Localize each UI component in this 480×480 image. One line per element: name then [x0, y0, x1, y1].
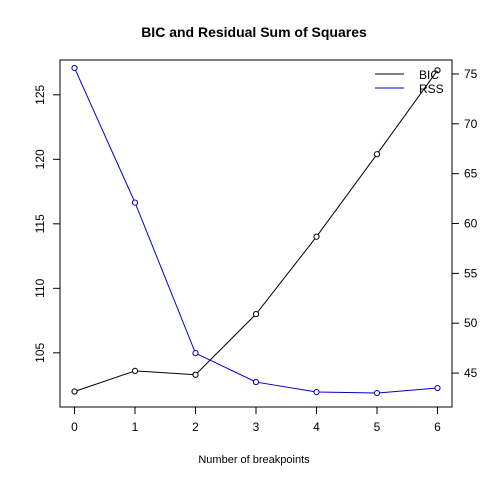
data-point-rss	[192, 350, 199, 357]
x-tick-label: 4	[313, 420, 320, 434]
y-right-tick-label: 70	[464, 117, 478, 131]
data-point-rss	[131, 199, 139, 206]
x-tick-label: 1	[132, 420, 139, 434]
y-left-tick-label: 110	[33, 278, 47, 297]
y-left-tick-label: 125	[33, 84, 47, 104]
y-axis-right: 45 50 55 60 65 70 75	[451, 67, 478, 380]
y-right-tick-label: 55	[464, 266, 478, 280]
data-point-rss	[434, 384, 441, 392]
legend-label-bic: BIC	[419, 68, 439, 82]
series-layer	[71, 64, 441, 397]
legend-label-rss: RSS	[419, 82, 444, 96]
y-right-tick-label: 65	[464, 167, 478, 181]
legend: BIC RSS	[375, 68, 444, 96]
data-point-bic	[252, 311, 260, 318]
chart-title: BIC and Residual Sum of Squares	[141, 24, 367, 40]
x-axis: 0 1 2 3 4 5 6	[71, 406, 441, 434]
data-point-bic	[313, 233, 320, 240]
y-right-tick-label: 60	[464, 217, 478, 231]
data-point-bic	[131, 367, 139, 374]
y-left-tick-label: 120	[33, 149, 47, 169]
x-tick-label: 3	[253, 420, 260, 434]
data-point-bic	[192, 371, 199, 378]
data-point-rss	[252, 378, 260, 386]
data-point-bic	[434, 67, 441, 74]
data-point-bic	[71, 388, 78, 395]
data-point-rss	[313, 388, 320, 396]
series-line-bic	[74, 70, 438, 392]
y-right-tick-label: 50	[464, 316, 478, 330]
x-tick-label: 0	[71, 420, 78, 434]
y-right-tick-label: 75	[464, 67, 478, 81]
x-tick-label: 5	[374, 420, 381, 434]
plot-frame	[59, 59, 453, 408]
x-tick-label: 2	[192, 420, 199, 434]
series-line-rss	[74, 67, 438, 394]
data-point-rss	[373, 389, 381, 397]
data-point-bic	[373, 151, 381, 158]
x-axis-title: Number of breakpoints	[198, 454, 310, 466]
y-left-tick-label: 105	[33, 342, 47, 362]
y-axis-left: 105 110 115 120 125	[33, 84, 61, 363]
data-point-rss	[71, 64, 78, 72]
y-right-tick-label: 45	[464, 366, 478, 380]
y-left-tick-label: 115	[33, 214, 47, 233]
x-tick-label: 6	[434, 420, 441, 434]
